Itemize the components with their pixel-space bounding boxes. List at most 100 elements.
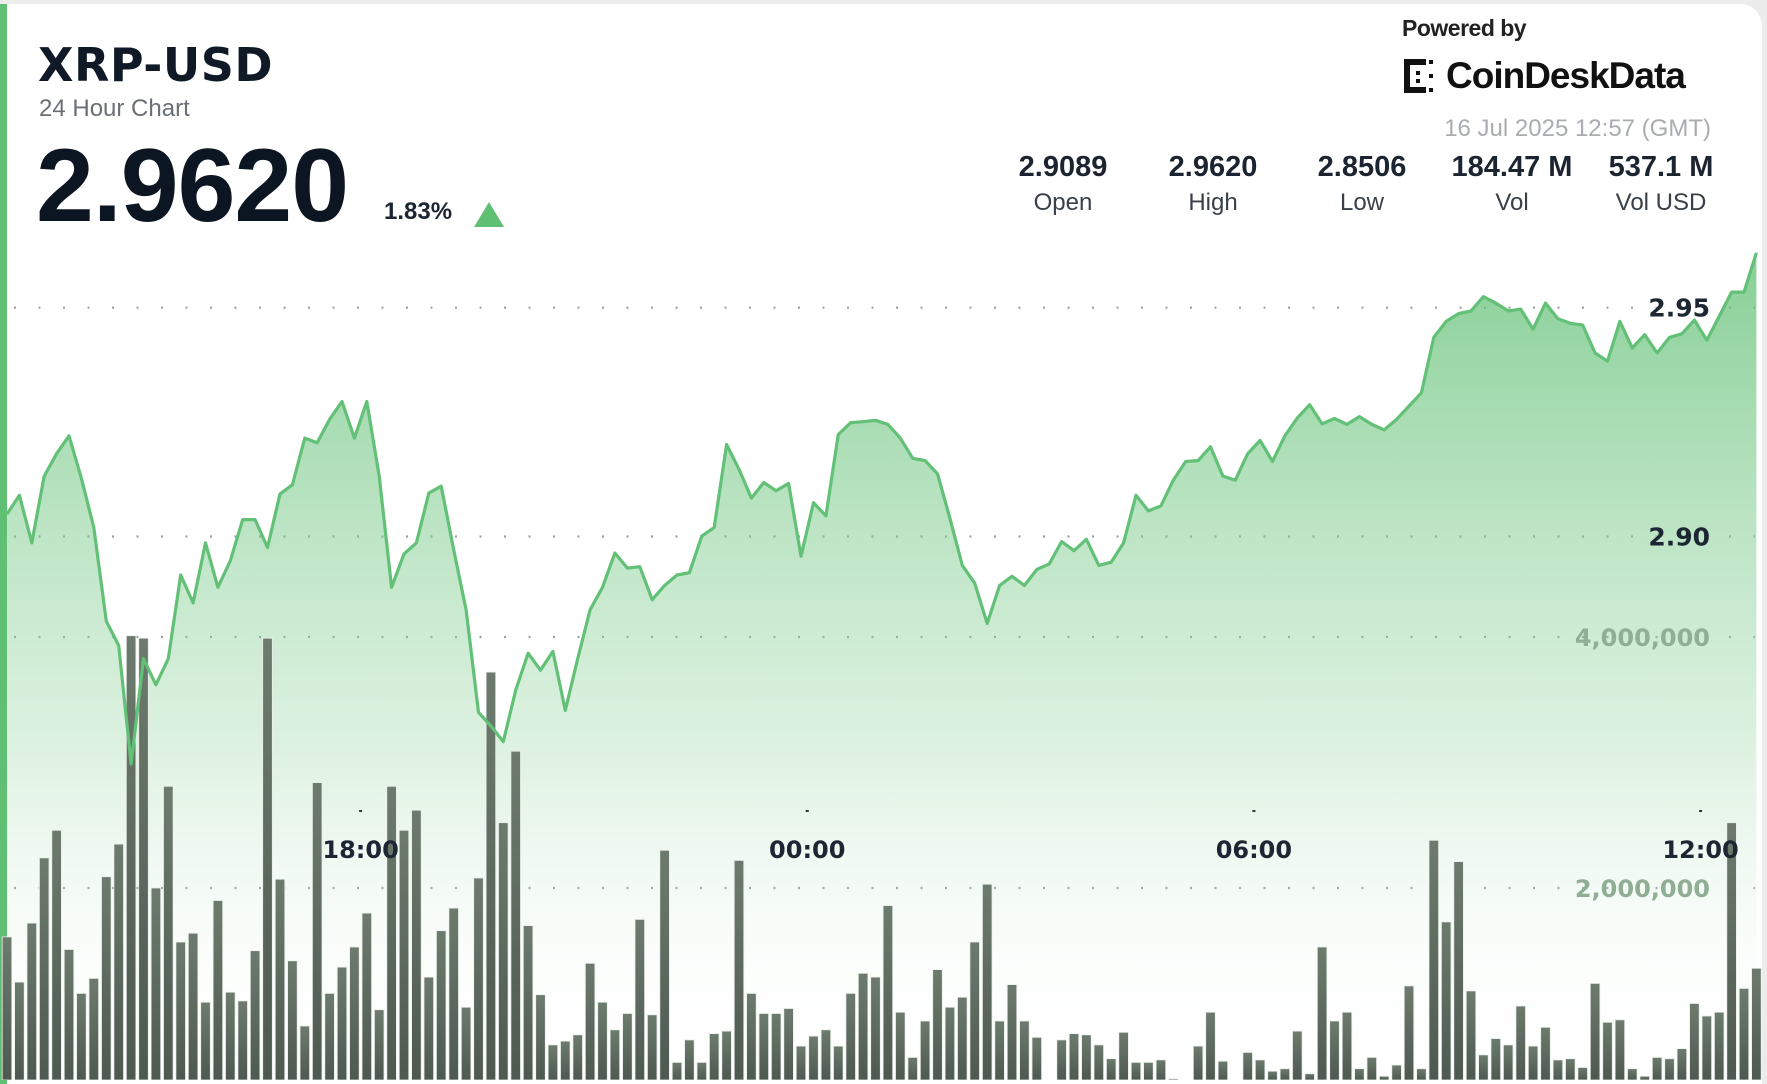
x-tick-mark	[359, 810, 362, 812]
volume-bar	[647, 1015, 657, 1080]
volume-bar	[1317, 947, 1327, 1080]
volume-bar	[337, 967, 347, 1080]
stat-label: Open	[988, 190, 1138, 216]
volume-bar	[1032, 1037, 1042, 1080]
volume-bar	[1119, 1032, 1129, 1080]
volume-bar	[1069, 1034, 1079, 1080]
volume-bar	[809, 1036, 819, 1080]
volume-bar	[461, 1007, 471, 1080]
volume-bar	[250, 951, 260, 1080]
volume-bar	[1082, 1035, 1092, 1080]
volume-bar	[1503, 1045, 1513, 1080]
volume-bar	[1739, 988, 1749, 1080]
volume-bar	[1466, 991, 1476, 1080]
stat-value: 537.1 M	[1586, 152, 1736, 184]
volume-bar	[970, 942, 980, 1080]
volume-bar	[1702, 1016, 1712, 1080]
volume-bar	[548, 1045, 558, 1080]
volume-bar	[374, 1010, 384, 1080]
volume-bar	[1342, 1012, 1352, 1080]
coindesk-data-logo[interactable]: CoinDeskData	[1402, 56, 1685, 97]
stat-label: Low	[1287, 190, 1437, 216]
volume-bar	[1615, 1020, 1625, 1080]
volume-bar	[499, 823, 509, 1080]
stat-label: Vol	[1437, 190, 1587, 216]
volume-bar	[585, 963, 595, 1080]
volume-bar	[896, 1012, 906, 1080]
volume-bar	[1603, 1022, 1613, 1080]
volume-bar	[796, 1046, 806, 1080]
volume-bar	[871, 977, 881, 1080]
volume-bar	[1491, 1039, 1501, 1080]
volume-bar	[821, 1030, 831, 1080]
volume-bar	[771, 1014, 781, 1081]
volume-bar	[784, 1009, 794, 1081]
volume-bar	[2, 937, 12, 1080]
volume-bar	[1106, 1059, 1116, 1080]
volume-bar	[1752, 968, 1762, 1080]
volume-bar	[1528, 1046, 1538, 1080]
stat-open: 2.9089 Open	[988, 152, 1138, 216]
volume-bar	[1156, 1060, 1166, 1080]
volume-bar	[635, 919, 645, 1080]
volume-bar	[288, 961, 298, 1080]
volume-bar	[982, 884, 992, 1080]
volume-bar	[89, 978, 99, 1080]
stat-value: 2.9620	[1138, 152, 1288, 184]
x-tick-mark	[1699, 810, 1702, 812]
volume-bar	[1652, 1057, 1662, 1080]
x-tick-mark	[1252, 810, 1255, 812]
stat-value: 2.8506	[1287, 152, 1437, 184]
brand-name: CoinDeskData	[1446, 56, 1685, 97]
volume-bar	[697, 1062, 707, 1080]
volume-bar	[139, 638, 149, 1080]
volume-bar	[1714, 1012, 1724, 1080]
volume-bar	[920, 1021, 930, 1080]
volume-bar	[201, 1002, 211, 1080]
volume-bar	[15, 982, 25, 1080]
volume-bar	[1057, 1040, 1067, 1080]
volume-bar	[883, 906, 893, 1080]
volume-bar	[64, 950, 74, 1081]
volume-bar	[1566, 1059, 1576, 1080]
volume-bar	[995, 1021, 1005, 1080]
volume-bar	[1218, 1061, 1228, 1080]
volume-bar	[1355, 1069, 1365, 1080]
volume-bar	[213, 901, 223, 1081]
volume-bar	[474, 878, 484, 1080]
volume-tick-label: 4,000,000	[1575, 624, 1710, 652]
volume-bar	[573, 1035, 583, 1080]
volume-bar	[52, 830, 62, 1080]
volume-bar	[188, 933, 198, 1080]
volume-bar	[958, 997, 968, 1080]
stat-value: 184.47 M	[1437, 152, 1587, 184]
volume-bar	[263, 638, 273, 1080]
volume-bar	[1665, 1059, 1675, 1080]
volume-bar	[660, 850, 670, 1080]
volume-bar	[1677, 1049, 1687, 1080]
volume-bar	[176, 942, 186, 1080]
volume-bar	[1553, 1060, 1563, 1080]
price-tick-label: 2.90	[1648, 523, 1710, 552]
volume-bar	[1367, 1057, 1377, 1080]
volume-bar	[1268, 1071, 1278, 1080]
up-triangle-icon	[474, 202, 504, 227]
volume-bar	[387, 786, 397, 1080]
volume-bar	[610, 1030, 620, 1080]
change-percent: 1.83%	[384, 199, 452, 225]
volume-bar	[350, 947, 360, 1080]
stat-label: High	[1138, 190, 1288, 216]
volume-bar	[1628, 1069, 1638, 1080]
volume-bar	[449, 908, 459, 1080]
volume-bar	[623, 1014, 633, 1081]
timestamp: 16 Jul 2025 12:57 (GMT)	[1444, 116, 1711, 142]
volume-bar	[1206, 1012, 1216, 1080]
volume-bar	[1590, 983, 1600, 1080]
volume-bar	[945, 1007, 955, 1080]
volume-bar	[1305, 1074, 1315, 1080]
volume-bar	[27, 923, 37, 1080]
volume-bar	[747, 993, 757, 1080]
volume-bar	[511, 751, 521, 1080]
volume-bar	[1330, 1021, 1340, 1080]
volume-bar	[561, 1041, 571, 1080]
